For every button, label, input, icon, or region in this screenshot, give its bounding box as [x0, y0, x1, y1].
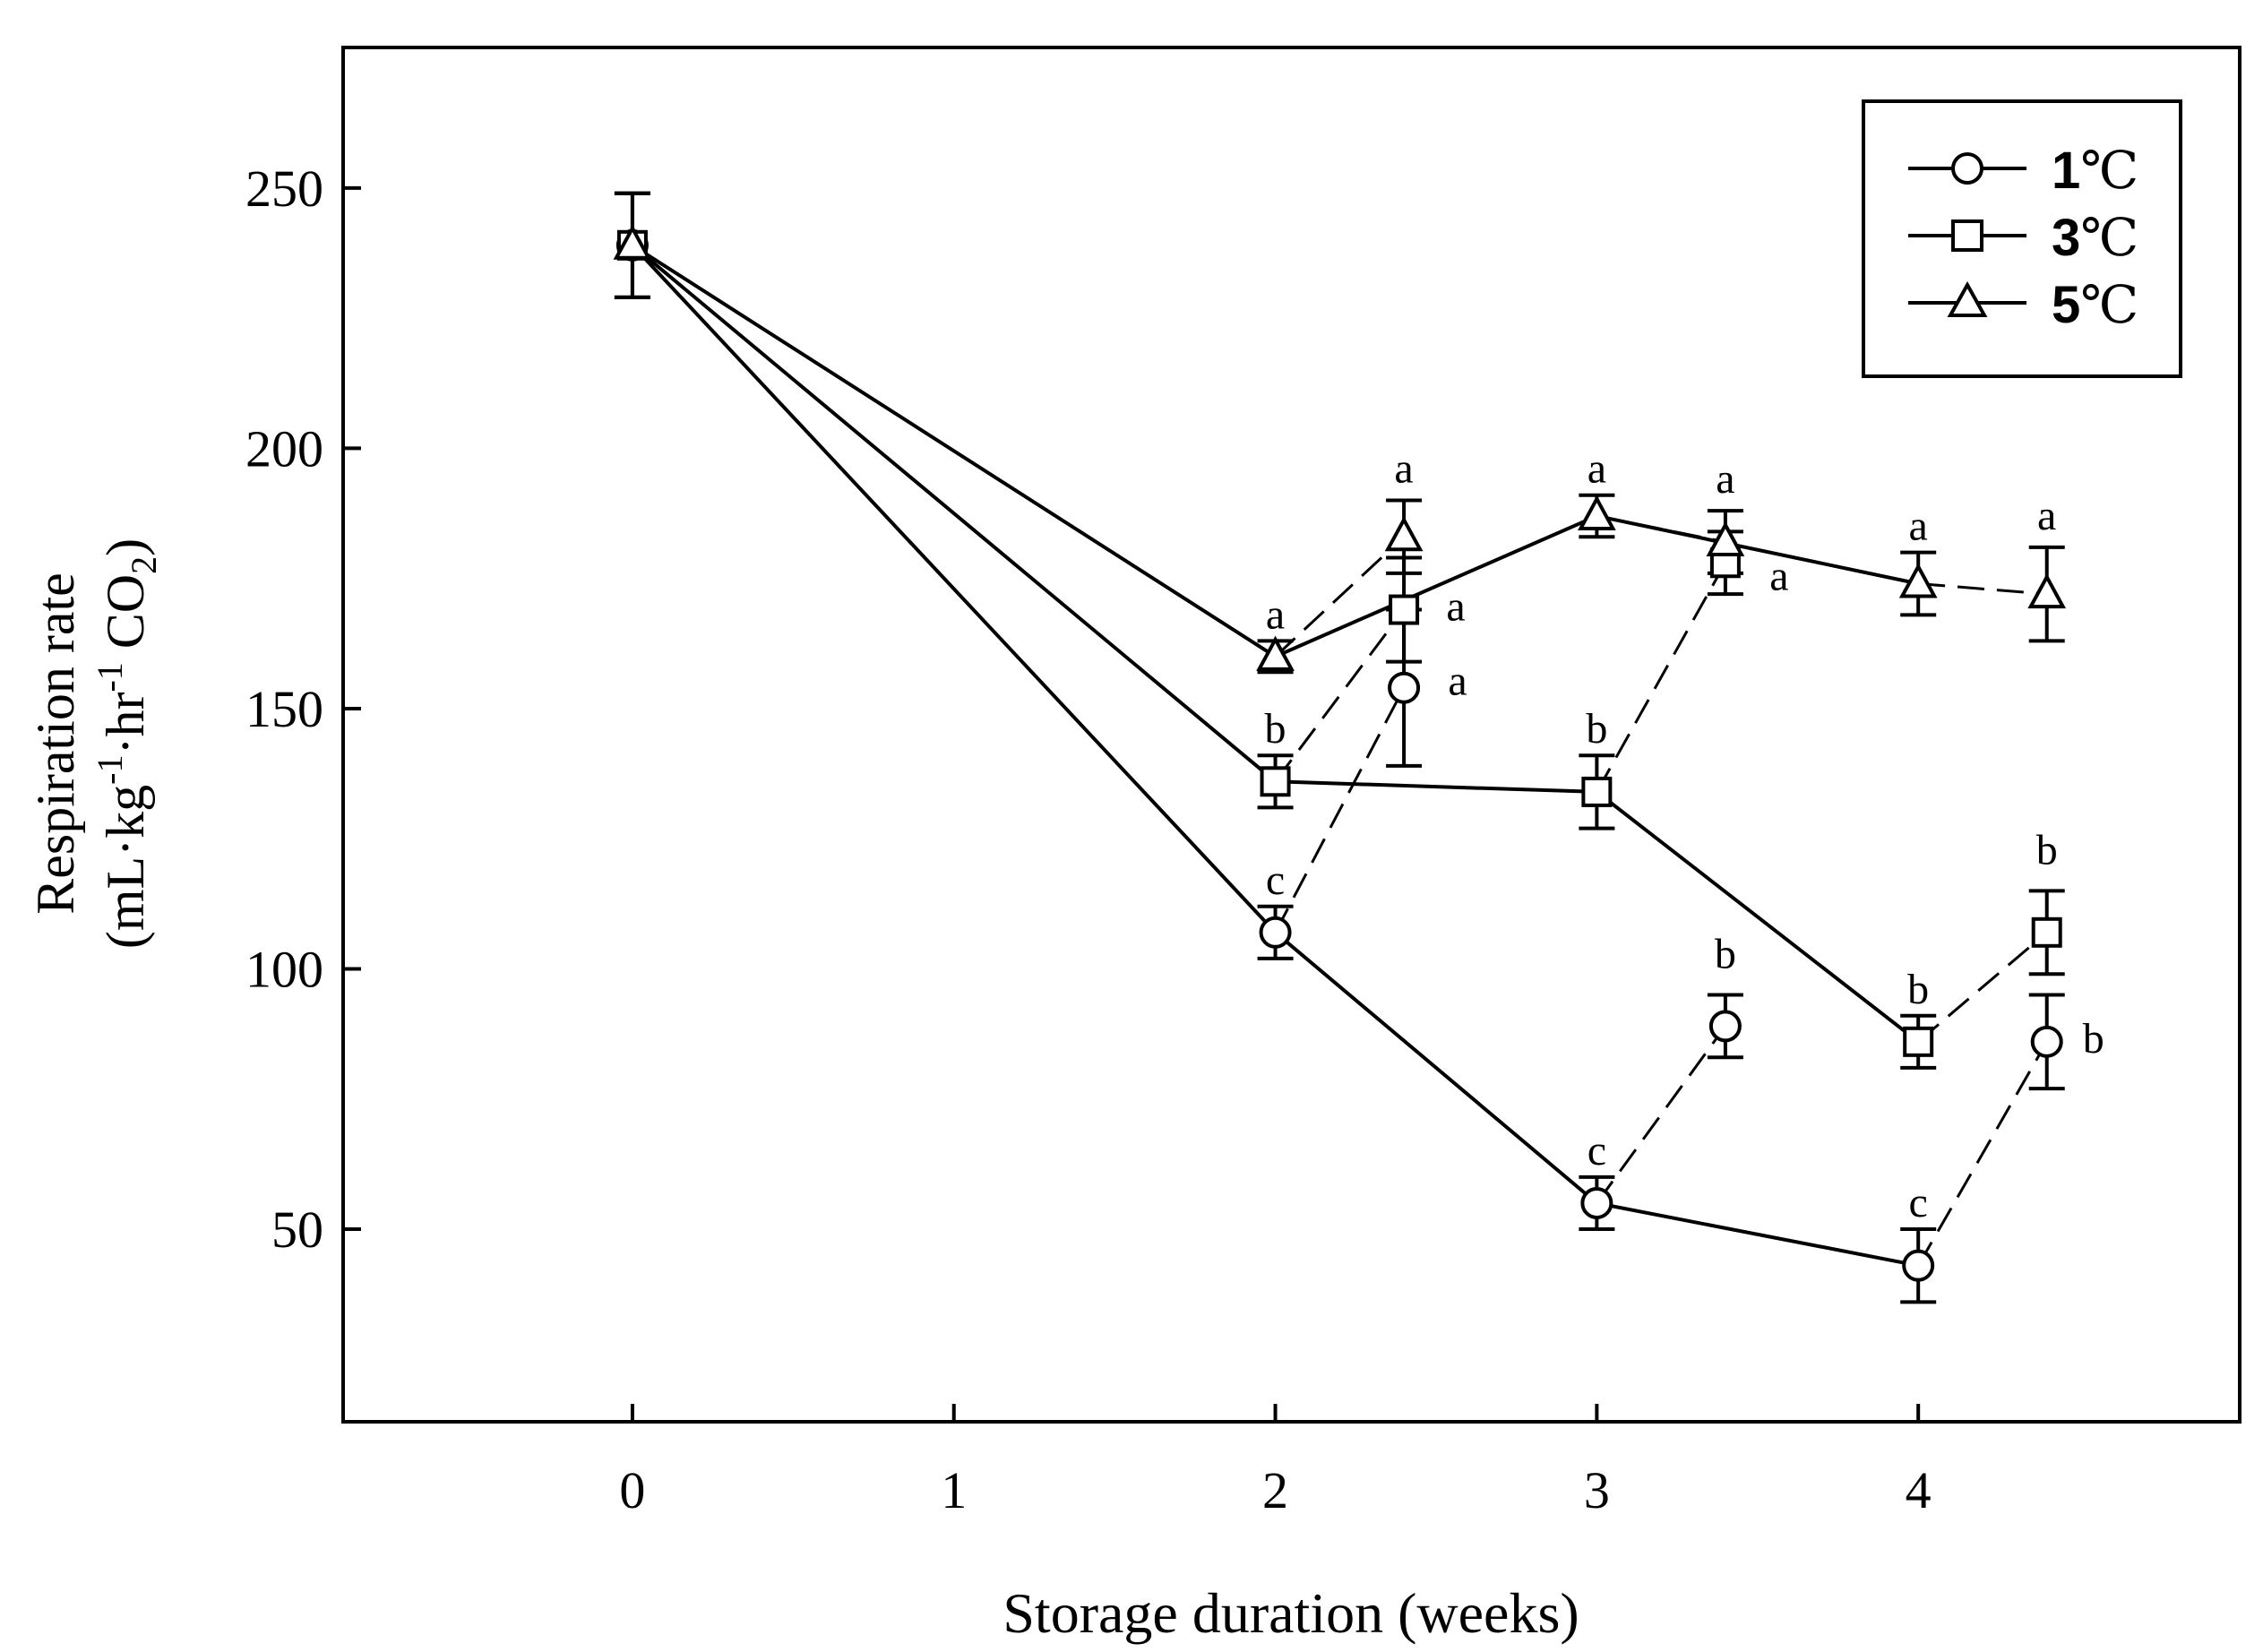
- series-line-square: [631, 244, 1920, 1044]
- significance-label: a: [1909, 503, 1928, 550]
- significance-label: a: [1266, 590, 1285, 638]
- significance-label: c: [1266, 856, 1285, 904]
- data-point-circle: [2030, 1025, 2063, 1058]
- significance-label: c: [1909, 1179, 1928, 1226]
- significance-label: a: [1394, 445, 1413, 493]
- recovery-dashed-line: [1274, 687, 1406, 934]
- data-point-triangle: [1706, 521, 1745, 557]
- y-axis-title: Respiration rate (mL·kg-1·hr-1 CO2): [26, 538, 164, 949]
- significance-label: c: [1588, 1127, 1606, 1174]
- series-line-triangle: [631, 244, 1919, 659]
- legend: 1℃ 3℃ 5℃: [1862, 99, 2182, 378]
- y-tick-label: 150: [245, 680, 323, 738]
- significance-label: b: [2036, 826, 2058, 873]
- data-point-square: [1260, 766, 1291, 797]
- data-point-square: [1581, 776, 1613, 807]
- significance-label: a: [2037, 492, 2056, 539]
- significance-label: a: [1769, 552, 1788, 599]
- y-tick-label: 250: [245, 159, 323, 218]
- data-point-triangle: [1898, 563, 1938, 598]
- significance-label: b: [1715, 931, 1736, 978]
- significance-label: b: [2083, 1015, 2104, 1063]
- data-point-square: [1389, 594, 1420, 625]
- data-point-square: [2031, 916, 2062, 948]
- legend-label-5c: 5℃: [2052, 276, 2138, 334]
- axis-ticks: 0 1 2 3 4 50 100 150 200 250: [245, 159, 1932, 1519]
- recovery-dashed-line: [1274, 608, 1406, 783]
- x-tick-label: 2: [1262, 1461, 1288, 1519]
- recovery-dashed-line: [1917, 931, 2048, 1043]
- legend-box: [1862, 99, 2182, 378]
- data-markers: [613, 224, 2067, 1282]
- recovery-dashed-line: [1916, 1041, 2049, 1267]
- legend-item-5c: 5℃: [1908, 276, 2138, 334]
- recovery-dashed-line: [1596, 562, 1727, 793]
- significance-label: b: [1265, 705, 1286, 753]
- legend-label-1c: 1℃: [2052, 142, 2138, 200]
- significance-label: a: [1716, 455, 1734, 503]
- significance-label: b: [1586, 705, 1607, 753]
- significance-label: a: [1448, 658, 1467, 705]
- legend-item-1c: 1℃: [1908, 142, 2138, 200]
- data-point-circle: [1580, 1186, 1613, 1219]
- legend-label-3c: 3℃: [2052, 209, 2138, 267]
- plot-frame: [341, 46, 2241, 1424]
- significance-label: a: [1446, 583, 1465, 631]
- data-point-circle: [1388, 671, 1421, 704]
- x-tick-label: 0: [619, 1461, 645, 1519]
- x-tick-label: 1: [941, 1461, 967, 1519]
- y-axis-title-line1: Respiration rate: [26, 572, 85, 915]
- data-point-square: [1903, 1026, 1934, 1057]
- x-axis-title: Storage duration (weeks): [1002, 1581, 1579, 1645]
- legend-item-3c: 3℃: [1908, 209, 2138, 267]
- data-point-triangle: [613, 224, 652, 260]
- recovery-dashed-line: [1596, 514, 1726, 544]
- series-line-circle: [631, 244, 1919, 1268]
- data-point-circle: [1708, 1010, 1742, 1043]
- data-point-triangle: [1578, 495, 1616, 530]
- y-tick-label: 200: [245, 419, 323, 478]
- data-point-circle: [1259, 916, 1292, 949]
- recovery-dashed-line: [1918, 581, 2047, 596]
- data-point-triangle: [1384, 516, 1424, 552]
- data-point-triangle: [2027, 572, 2067, 609]
- data-point-triangle: [1256, 635, 1295, 671]
- significance-label: a: [1588, 445, 1606, 493]
- significance-label: b: [1907, 966, 1929, 1013]
- y-tick-label: 50: [271, 1200, 323, 1259]
- y-axis-title-line2: (mL·kg-1·hr-1 CO2): [90, 538, 164, 949]
- legend-circle-marker: [1951, 152, 1983, 185]
- x-tick-label: 4: [1906, 1461, 1932, 1519]
- y-tick-label: 100: [245, 940, 323, 998]
- recovery-dashed-line: [1596, 1025, 1727, 1204]
- data-point-circle: [1902, 1249, 1935, 1282]
- legend-square-marker: [1951, 219, 1983, 252]
- recovery-dashed-line: [1274, 536, 1406, 658]
- legend-triangle-marker: [1947, 280, 1988, 317]
- series-lines: [631, 244, 2049, 1268]
- x-tick-label: 3: [1584, 1461, 1610, 1519]
